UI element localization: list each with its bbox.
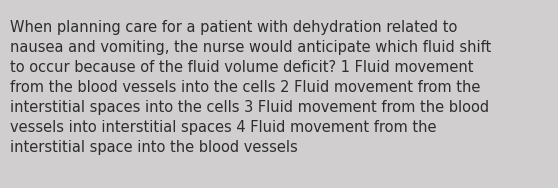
Text: When planning care for a patient with dehydration related to
nausea and vomiting: When planning care for a patient with de… (10, 20, 491, 155)
